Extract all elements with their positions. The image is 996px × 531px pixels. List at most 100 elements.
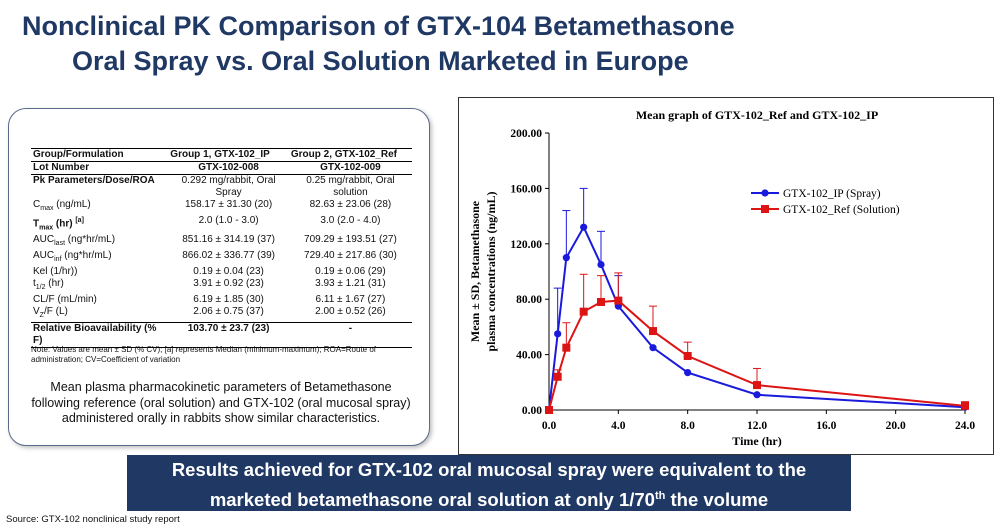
table-row: AUClast (ng*hr/mL) 851.16 ± 314.19 (37) 70… bbox=[31, 234, 412, 250]
data-point bbox=[649, 344, 657, 352]
y-tick-label: 120.00 bbox=[510, 239, 542, 251]
legend-label: GTX-102_Ref (Solution) bbox=[783, 204, 900, 216]
table-cell: 3.93 ± 1.21 (31) bbox=[315, 278, 386, 290]
banner-superscript: th bbox=[654, 490, 666, 502]
table-cell: 0.292 mg/rabbit, Oral Spray bbox=[181, 175, 276, 198]
param-name: CL/F (mL/min) bbox=[33, 294, 97, 306]
data-point bbox=[597, 260, 605, 269]
table-row: AUCinf (ng*hr/mL) 866.02 ± 336.77 (39) 729… bbox=[31, 250, 412, 266]
y-axis-label: Mean ± SD, Betamethasone bbox=[468, 200, 482, 342]
table-cell: 0.19 ± 0.06 (29) bbox=[315, 266, 386, 278]
x-tick-label: 8.0 bbox=[680, 420, 695, 432]
pk-parameters-table: Group/Formulation Group 1, GTX-102_IP Gr… bbox=[31, 148, 412, 349]
param-name: V bbox=[33, 306, 40, 318]
x-tick-label: 12.0 bbox=[747, 420, 767, 432]
param-unit: (ng*hr/mL) bbox=[65, 234, 116, 246]
table-cell: 158.17 ± 31.30 (20) bbox=[184, 199, 273, 210]
param-name: C bbox=[33, 199, 41, 210]
chart-panel: Mean graph of GTX-102_Ref and GTX-102_IP… bbox=[458, 97, 994, 455]
table-caption: Mean plasma pharmacokinetic parameters o… bbox=[31, 380, 411, 425]
slide-title-line2: Oral Spray vs. Oral Solution Marketed in… bbox=[72, 46, 689, 76]
table-cell: 2.0 (1.0 - 3.0) bbox=[198, 215, 259, 226]
table-row: Cmax (ng/mL) 158.17 ± 31.30 (20) 82.63 ± 2… bbox=[31, 199, 412, 215]
table-lot-row: Lot Number GTX-102-008 GTX-102-009 bbox=[31, 161, 412, 175]
table-cell: VZ/F (L) bbox=[31, 306, 168, 323]
y-tick-label: 40.00 bbox=[516, 350, 542, 362]
x-tick-label: 20.0 bbox=[886, 420, 906, 432]
banner-line2: marketed betamethasone oral solution at … bbox=[127, 483, 851, 513]
param-subscript: Z bbox=[39, 312, 44, 320]
x-tick-label: 16.0 bbox=[816, 420, 836, 432]
param-unit: /F (L) bbox=[43, 306, 68, 318]
table-cell: 6.19 ± 1.85 (30) bbox=[193, 294, 264, 306]
table-cell: 709.29 ± 193.51 (27) bbox=[304, 234, 397, 246]
table-pk-row: Pk Parameters/Dose/ROA 0.292 mg/rabbit, … bbox=[31, 175, 412, 200]
table-body: Cmax (ng/mL) 158.17 ± 31.30 (20) 82.63 ± 2… bbox=[31, 199, 412, 323]
table-cell: 0.19 ± 0.04 (23) bbox=[193, 266, 264, 278]
table-cell: t1/2 (hr) bbox=[31, 278, 168, 294]
param-subscript: inf bbox=[54, 256, 62, 264]
table-cell: 2.06 ± 0.75 (37) bbox=[193, 306, 264, 318]
data-point bbox=[753, 381, 761, 390]
data-point bbox=[579, 307, 588, 316]
series-line bbox=[548, 224, 966, 411]
table-cell: GTX-102-008 bbox=[168, 161, 289, 175]
data-point bbox=[683, 351, 692, 360]
data-point bbox=[597, 297, 605, 306]
chart-title: Mean graph of GTX-102_Ref and GTX-102_IP bbox=[636, 108, 878, 122]
param-name: AUC bbox=[33, 250, 55, 262]
table-cell: Cmax (ng/mL) bbox=[31, 199, 168, 215]
data-point bbox=[684, 369, 692, 377]
source-note: Source: GTX-102 nonclinical study report bbox=[6, 514, 180, 525]
table-row: Kel (1/hr)) 0.19 ± 0.04 (23) 0.19 ± 0.06 (… bbox=[31, 266, 412, 278]
data-point bbox=[562, 343, 571, 352]
param-name: Kel (1/hr)) bbox=[33, 266, 78, 278]
y-tick-label: 0.00 bbox=[522, 405, 542, 417]
data-point bbox=[753, 391, 761, 399]
x-tick-label: 4.0 bbox=[611, 420, 626, 432]
y-tick-label: 200.00 bbox=[510, 128, 542, 140]
table-cell: AUCinf (ng*hr/mL) bbox=[31, 250, 168, 266]
param-subscript: max bbox=[40, 205, 54, 212]
param-unit: (hr) bbox=[45, 278, 64, 290]
table-header-row: Group/Formulation Group 1, GTX-102_IP Gr… bbox=[31, 148, 412, 162]
table-cell: 0.25 mg/rabbit, Oral solution bbox=[306, 175, 395, 198]
param-unit: (hr) bbox=[53, 218, 76, 230]
param-superscript: [a] bbox=[75, 217, 84, 224]
param-name: T bbox=[33, 218, 40, 230]
table-cell: CL/F (mL/min) bbox=[31, 294, 168, 306]
table-cell: 2.00 ± 0.52 (26) bbox=[315, 306, 386, 318]
table-note: Note: Values are mean ± SD (% CV); [a] r… bbox=[31, 345, 377, 364]
data-point bbox=[649, 327, 657, 336]
table-cell: Relative Bioavailability (% F) bbox=[31, 322, 169, 349]
table-row: t1/2 (hr) 3.91 ± 0.92 (23) 3.93 ± 1.21 (31… bbox=[31, 278, 412, 294]
data-point bbox=[553, 372, 562, 381]
table-row: VZ/F (L) 2.06 ± 0.75 (37) 2.00 ± 0.52 (26) bbox=[31, 306, 412, 323]
table-cell: 6.11 ± 1.67 (27) bbox=[315, 294, 386, 306]
table-cell: 3.91 ± 0.92 (23) bbox=[193, 278, 264, 290]
param-subscript: last bbox=[54, 240, 66, 248]
table-cell: Lot Number bbox=[31, 161, 169, 175]
table-row: CL/F (mL/min) 6.19 ± 1.85 (30) 6.11 ± 1.67… bbox=[31, 294, 412, 306]
param-unit: (ng*hr/mL) bbox=[61, 250, 112, 262]
data-point bbox=[961, 401, 969, 410]
table-cell: - bbox=[288, 322, 412, 349]
table-cell: GTX-102-009 bbox=[288, 161, 412, 175]
table-cell: 729.40 ± 217.86 (30) bbox=[304, 250, 397, 262]
param-name: AUC bbox=[33, 234, 55, 246]
table-cell: 851.16 ± 314.19 (37) bbox=[182, 234, 275, 246]
table-cell: Kel (1/hr)) bbox=[31, 266, 168, 278]
table-cell: 82.63 ± 23.06 (28) bbox=[309, 199, 392, 210]
results-banner: Results achieved for GTX-102 oral mucosa… bbox=[127, 455, 851, 511]
y-tick-label: 160.00 bbox=[510, 183, 542, 195]
data-point bbox=[554, 330, 562, 338]
banner-line1: Results achieved for GTX-102 oral mucosa… bbox=[171, 459, 807, 480]
x-axis-label: Time (hr) bbox=[732, 434, 781, 448]
table-row: Tmax (hr) [a] 2.0 (1.0 - 3.0) 3.0 (2.0 - 4… bbox=[31, 215, 412, 234]
y-tick-label: 80.00 bbox=[516, 294, 542, 306]
table-cell: 3.0 (2.0 - 4.0) bbox=[320, 215, 381, 226]
table-header-cell: Group 1, GTX-102_IP bbox=[168, 148, 289, 162]
table-header-cell: Group/Formulation bbox=[31, 148, 169, 162]
table-bioavailability-row: Relative Bioavailability (% F) 103.70 ± … bbox=[31, 322, 412, 349]
pk-line-chart: Mean graph of GTX-102_Ref and GTX-102_IP… bbox=[468, 108, 975, 448]
